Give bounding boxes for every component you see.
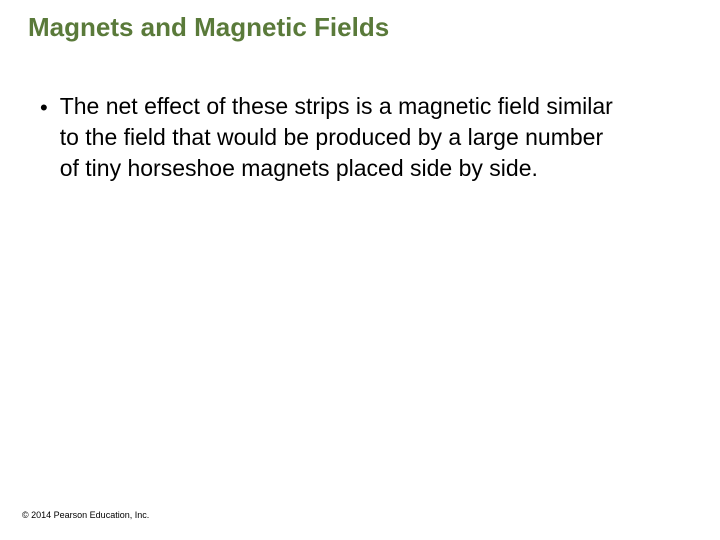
bullet-marker-icon: • xyxy=(40,93,48,123)
slide-title: Magnets and Magnetic Fields xyxy=(28,12,692,43)
bullet-text: The net effect of these strips is a magn… xyxy=(60,91,620,184)
copyright-footer: © 2014 Pearson Education, Inc. xyxy=(22,510,149,520)
slide: Magnets and Magnetic Fields • The net ef… xyxy=(0,0,720,540)
slide-body: • The net effect of these strips is a ma… xyxy=(28,91,692,184)
bullet-item: • The net effect of these strips is a ma… xyxy=(40,91,692,184)
